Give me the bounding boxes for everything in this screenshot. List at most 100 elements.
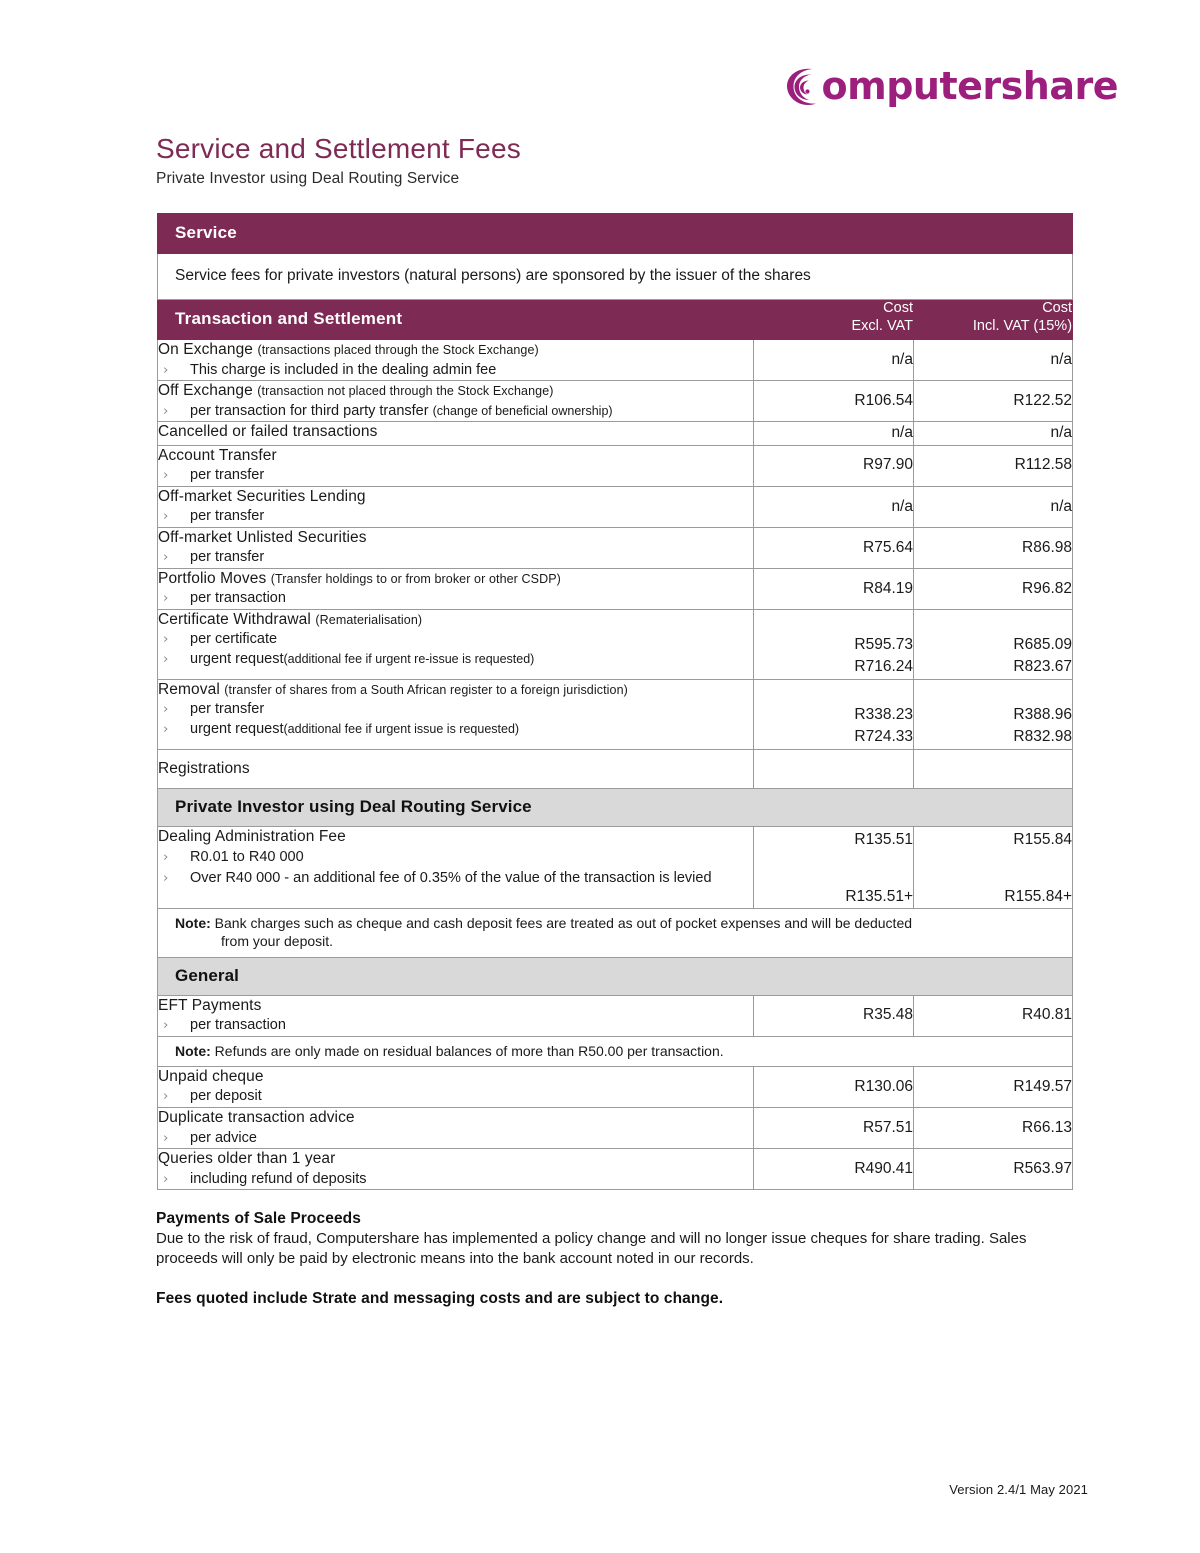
list-item-note: (additional fee if urgent issue is reque… — [283, 721, 520, 736]
price-line: n/a — [891, 350, 913, 368]
computershare-logo: omputershare — [783, 58, 1119, 114]
list-item: › per transfer — [158, 548, 753, 568]
chevron-right-icon: › — [163, 870, 169, 887]
row-price-excl — [753, 748, 914, 790]
col-head-incl-line2: Incl. VAT (15%) — [972, 317, 1073, 334]
list-item-label: per transfer — [190, 549, 265, 566]
list-item: › per certificate — [158, 630, 753, 650]
row-description: EFT Payments › per transaction — [157, 994, 754, 1037]
col-head-incl-line1: Cost — [1042, 300, 1073, 316]
row-head: Dealing Administration Fee — [158, 827, 753, 847]
table-row: Registrations — [157, 748, 1074, 790]
row-head-paren: (transaction not placed through the Stoc… — [257, 384, 554, 399]
row-bullets: › R0.01 to R40 000 › Over R40 000 - an add… — [158, 848, 753, 889]
chevron-right-icon: › — [163, 508, 169, 525]
note-refunds-row: Note: Refunds are only made on residual … — [156, 1035, 1074, 1067]
row-description: Duplicate transaction advice › per advice — [157, 1106, 754, 1150]
row-head: Cancelled or failed transactions — [158, 422, 753, 442]
table-row: Off-market Securities Lending › per trans… — [157, 485, 1074, 528]
chevron-right-icon: › — [163, 467, 169, 484]
note-text-2: from your deposit. — [221, 933, 334, 950]
chevron-right-icon: › — [163, 1088, 169, 1105]
col-head-excl-line1: Cost — [883, 300, 913, 316]
price-line: R130.06 — [854, 1077, 913, 1095]
table-row: Off Exchange (transaction not placed thr… — [157, 380, 1074, 423]
list-item: › R0.01 to R40 000 — [158, 848, 753, 868]
chevron-right-icon: › — [163, 549, 169, 566]
list-item-label: urgent request — [190, 651, 284, 668]
list-item: › per advice — [158, 1129, 753, 1149]
chevron-right-icon: › — [163, 651, 169, 668]
chevron-right-icon: › — [163, 1170, 169, 1187]
list-item-label: per advice — [190, 1129, 257, 1146]
list-item: › per transfer — [158, 507, 753, 527]
table-row: Duplicate transaction advice › per advice… — [157, 1106, 1074, 1150]
list-item-label: urgent request — [190, 720, 284, 737]
row-description: Removal (transfer of shares from a South… — [157, 678, 754, 750]
row-bullets: › per transfer › urgent request(additional… — [158, 700, 753, 739]
list-item-label: per transfer — [190, 467, 265, 484]
list-item-label: per transaction for third party transfer — [190, 402, 429, 419]
row-price-excl: R490.41 — [753, 1148, 914, 1191]
row-bullets: › per certificate › urgent request(additio… — [158, 630, 753, 669]
note-text: Refunds are only made on residual balanc… — [214, 1042, 724, 1059]
price-line: n/a — [1050, 497, 1073, 515]
list-item: › per transfer — [158, 700, 753, 720]
chevron-right-icon: › — [163, 720, 169, 737]
row-price-incl: R40.81 — [912, 994, 1074, 1037]
row-head: Queries older than 1 year — [158, 1149, 753, 1169]
document-version: Version 2.4/1 May 2021 — [949, 1482, 1088, 1497]
page-title: Service and Settlement Fees — [156, 133, 521, 164]
row-price-incl: R122.52 — [912, 380, 1074, 423]
row-head-paren: (Transfer holdings to or from broker or … — [270, 571, 561, 586]
list-item: › Over R40 000 - an additional fee of 0.3… — [158, 869, 753, 889]
price-line: R685.09 — [1013, 635, 1073, 653]
price-line: R149.57 — [1013, 1077, 1073, 1095]
price-line: R35.48 — [863, 1006, 913, 1024]
table-row: Off-market Unlisted Securities › per tran… — [157, 526, 1074, 569]
row-price-excl: R84.19 — [753, 567, 914, 610]
row-price-incl: R388.96 R832.98 — [912, 678, 1074, 750]
list-item: › per transaction for third party transfe… — [158, 402, 753, 422]
price-line: n/a — [1050, 424, 1073, 442]
footer-strong-note: Fees quoted include Strate and messaging… — [156, 1289, 724, 1307]
chevron-right-icon: › — [163, 590, 169, 607]
service-note-text: Service fees for private investors (natu… — [156, 253, 1074, 300]
note-label: Note: — [175, 915, 211, 932]
row-bullets: › per transfer — [158, 548, 753, 568]
row-head-text: Certificate Withdrawal — [158, 610, 311, 628]
list-item: › including refund of deposits — [158, 1170, 753, 1190]
table-row: Certificate Withdrawal (Rematerialisatio… — [157, 608, 1074, 680]
page-subtitle: Private Investor using Deal Routing Serv… — [156, 170, 460, 187]
list-item-label: Over R40 000 - an additional fee of 0.35… — [190, 870, 712, 887]
row-head-text: Off-market Securities Lending — [158, 487, 366, 505]
row-head: Account Transfer — [158, 446, 753, 466]
row-head-text: Removal — [158, 680, 220, 698]
list-item: › urgent request(additional fee if urgent… — [158, 650, 753, 670]
col-head-excl-vat: Cost Excl. VAT — [753, 299, 914, 340]
chevron-right-icon: › — [163, 701, 169, 718]
row-price-incl: R149.57 — [912, 1065, 1074, 1108]
row-price-excl: R75.64 — [753, 526, 914, 569]
row-description: Cancelled or failed transactions — [157, 421, 754, 446]
row-head: Removal (transfer of shares from a South… — [158, 680, 753, 700]
list-item-label: R0.01 to R40 000 — [190, 848, 304, 865]
row-head-text: EFT Payments — [158, 996, 262, 1014]
row-bullets: › per transfer — [158, 507, 753, 527]
row-price-incl: n/a — [912, 338, 1074, 382]
row-head-paren: (transfer of shares from a South African… — [224, 682, 628, 697]
footer-heading: Payments of Sale Proceeds — [156, 1210, 361, 1227]
row-price-excl: R35.48 — [753, 994, 914, 1037]
row-bullets: › per transfer — [158, 466, 753, 486]
row-description: Portfolio Moves (Transfer holdings to or… — [157, 567, 754, 610]
row-head: Certificate Withdrawal (Rematerialisatio… — [158, 610, 753, 630]
list-item-label: per certificate — [190, 631, 278, 648]
list-item: › This charge is included in the dealing … — [158, 361, 753, 381]
table-row: EFT Payments › per transaction R35.48 R40… — [157, 994, 1074, 1037]
note-bank-charges: Note: Bank charges such as cheque and ca… — [156, 908, 1074, 958]
chevron-right-icon: › — [163, 402, 169, 419]
deal-routing-band-label: Private Investor using Deal Routing Serv… — [156, 788, 1074, 828]
row-head-text: Unpaid cheque — [158, 1067, 264, 1085]
row-head-text: Queries older than 1 year — [158, 1150, 336, 1168]
list-item-label: This charge is included in the dealing a… — [190, 361, 497, 378]
